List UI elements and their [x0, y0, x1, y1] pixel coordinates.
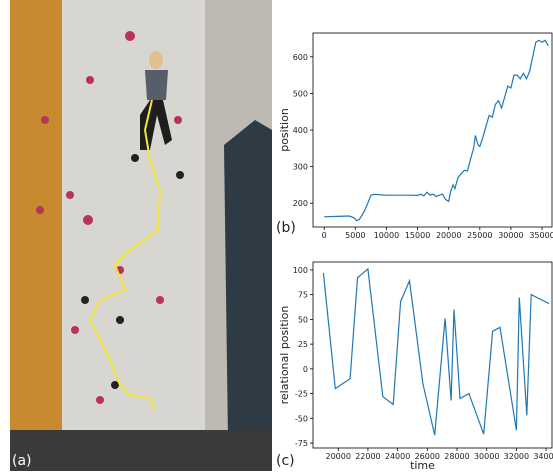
data-line	[322, 267, 550, 436]
x-tick-label: 26000	[415, 452, 440, 461]
x-tick-label: 28000	[444, 452, 469, 461]
y-axis-label: position	[278, 108, 291, 152]
climb-path	[88, 99, 162, 411]
axes-frame	[312, 32, 553, 228]
x-tick-label: 0	[322, 231, 327, 240]
holds	[36, 31, 182, 404]
climbing-photo: (a)	[10, 0, 272, 471]
y-tick-label: 500	[293, 89, 308, 98]
x-tick-label: 32000	[504, 452, 529, 461]
curtain	[224, 120, 272, 440]
y-tick-label: 50	[298, 315, 308, 324]
x-tick-label: 35000	[529, 231, 553, 240]
y-tick-label: 300	[293, 163, 308, 172]
side-wall	[10, 0, 62, 440]
axes-frame	[312, 261, 553, 449]
x-tick-label: 34000	[533, 452, 553, 461]
panel-label: (a)	[12, 453, 32, 469]
x-tick-label: 25000	[467, 231, 492, 240]
y-tick-label: 200	[293, 199, 308, 208]
x-tick-label: 30000	[474, 452, 499, 461]
x-tick-label: 24000	[385, 452, 410, 461]
x-tick-label: 20000	[326, 452, 351, 461]
floor	[10, 430, 272, 471]
x-tick-label: 30000	[498, 231, 523, 240]
y-tick-label: -50	[295, 414, 308, 423]
y-tick-label: -75	[295, 439, 308, 448]
dark-holds	[81, 154, 184, 389]
x-tick-label: 5000	[345, 231, 365, 240]
y-tick-label: 600	[293, 53, 308, 62]
x-axis-label: time	[410, 459, 435, 471]
x-tick-label: 15000	[405, 231, 430, 240]
y-tick-label: 100	[293, 266, 308, 275]
climber	[140, 51, 172, 150]
panel-label: (c)	[276, 453, 295, 469]
panel-label: (b)	[276, 220, 296, 236]
x-tick-label: 20000	[436, 231, 461, 240]
y-tick-label: 400	[293, 126, 308, 135]
data-line	[324, 39, 549, 222]
x-tick-label: 22000	[355, 452, 380, 461]
x-tick-label: 10000	[374, 231, 399, 240]
y-axis-label: relational position	[278, 306, 291, 405]
y-tick-label: -25	[295, 390, 308, 399]
y-tick-label: 0	[303, 365, 308, 374]
y-tick-label: 75	[298, 291, 308, 300]
y-tick-label: 25	[298, 340, 308, 349]
